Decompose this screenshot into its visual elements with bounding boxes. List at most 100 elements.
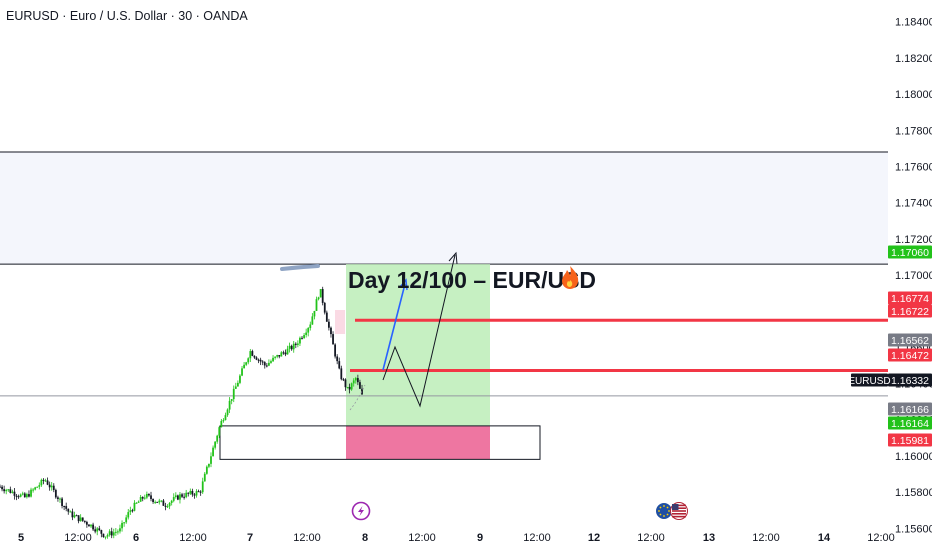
- blue-marker-scribble[interactable]: [280, 264, 320, 271]
- candle-body: [224, 415, 227, 421]
- candle-body: [96, 528, 99, 532]
- candles-layer: [0, 286, 363, 540]
- price-label-bg: [888, 416, 932, 430]
- candle-body: [220, 420, 223, 428]
- candle-body: [301, 337, 303, 339]
- price-label-text: 1.16166: [891, 404, 929, 416]
- candle-body: [270, 361, 272, 363]
- candle-body: [259, 359, 262, 362]
- price-label-text: 1.16562: [891, 335, 929, 347]
- candle-body: [241, 368, 243, 376]
- price-label-text: 1.16332: [891, 375, 929, 387]
- candle-body: [187, 492, 190, 494]
- event-icons-layer[interactable]: [351, 501, 688, 521]
- candle-body: [268, 362, 270, 366]
- price-tick-label: 1.17800: [895, 125, 932, 137]
- projection-arrow-head[interactable]: [448, 251, 458, 265]
- candle-body: [32, 489, 34, 491]
- price-label: 1.16472: [888, 348, 932, 362]
- drawings-layer[interactable]: Day 12/100 – EUR/USD: [280, 251, 596, 411]
- price-axis[interactable]: 1.18400 1.18200 1.18000 1.17800 1.17600 1.174…: [895, 17, 932, 536]
- candle-body: [38, 485, 41, 487]
- projection-path[interactable]: [382, 254, 456, 408]
- candle-body: [143, 497, 146, 499]
- candle-body: [288, 345, 291, 349]
- eu-flag-icon[interactable]: [655, 502, 673, 520]
- eu-flag-disc: [655, 502, 673, 520]
- price-label: 1.17060: [888, 245, 932, 259]
- candle-body: [359, 382, 361, 389]
- price-label: 1.15981: [888, 433, 932, 447]
- eu-flag-star: [659, 506, 662, 509]
- price-tick-label: 1.15600: [895, 523, 932, 535]
- candle-body: [83, 520, 86, 522]
- us-flag-stripe: [672, 504, 686, 507]
- price-tick-label: 1.16000: [895, 451, 932, 463]
- candle-body: [193, 494, 196, 496]
- candle-body: [185, 492, 188, 498]
- candle-body: [15, 495, 18, 497]
- candle-body: [334, 344, 337, 357]
- candle-body: [73, 515, 76, 518]
- stop-zone[interactable]: [346, 425, 490, 460]
- candle-body: [9, 489, 12, 493]
- candle-body: [98, 528, 101, 531]
- price-tick-label: 1.18400: [895, 17, 932, 29]
- candle-body: [11, 491, 14, 493]
- candle-body: [261, 361, 264, 363]
- candle-body: [280, 352, 283, 357]
- eu-flag-star: [666, 506, 669, 509]
- headline-text: Day 12/100 – EUR/USD: [348, 267, 596, 293]
- price-label-bg: [888, 304, 932, 318]
- candle-body: [19, 494, 22, 497]
- time-tick-label: 6: [133, 532, 139, 544]
- candle-body: [61, 498, 63, 507]
- blue-arrow-head[interactable]: [399, 278, 408, 291]
- price-tick-label: 1.18000: [895, 89, 932, 101]
- blue-arrow-line[interactable]: [382, 283, 406, 371]
- dotted-path: [349, 384, 366, 411]
- candle-body: [133, 502, 136, 511]
- candle-body: [296, 343, 299, 345]
- target-zone[interactable]: [346, 264, 490, 426]
- candle-body: [239, 375, 241, 383]
- candle-body: [119, 528, 121, 532]
- candle-body: [317, 297, 320, 300]
- us-flag-icon[interactable]: [670, 502, 688, 520]
- price-label: 1.16774: [888, 291, 932, 305]
- candle-body: [139, 496, 142, 502]
- candle-body: [57, 497, 59, 500]
- price-label: 1.16166: [888, 402, 932, 416]
- time-tick-label: 13: [703, 532, 715, 544]
- candle-body: [328, 321, 330, 328]
- us-flag-stripe: [672, 515, 686, 518]
- time-axis[interactable]: 5 12:00 6 12:00 7 12:00 8 12:00 9 12:00 12 12:00 13 1…: [18, 532, 895, 544]
- candle-body: [92, 524, 94, 530]
- candle-body: [23, 493, 26, 498]
- candle-body: [150, 495, 152, 499]
- candle-body: [218, 427, 221, 436]
- candle-body: [276, 355, 279, 357]
- candle-body: [52, 485, 55, 490]
- candle-body: [36, 486, 39, 488]
- symbol-tag-text: EURUSD: [848, 376, 890, 387]
- us-flag-stripe: [672, 513, 686, 515]
- candle-body: [110, 531, 113, 536]
- candle-body: [69, 511, 72, 513]
- candle-body: [303, 335, 305, 338]
- support-box[interactable]: [219, 425, 541, 460]
- candle-body: [71, 511, 74, 518]
- candle-body: [309, 324, 312, 329]
- candle-body: [311, 316, 314, 325]
- price-label-text: 1.16774: [891, 293, 929, 305]
- candle-body: [106, 534, 109, 537]
- candle-body: [321, 289, 324, 303]
- eu-flag-star: [659, 513, 662, 516]
- price-tick-label: 1.17200: [895, 234, 932, 246]
- candle-body: [330, 327, 332, 335]
- lightning-icon[interactable]: [351, 501, 371, 521]
- candle-body: [278, 355, 281, 357]
- candle-body: [40, 479, 43, 486]
